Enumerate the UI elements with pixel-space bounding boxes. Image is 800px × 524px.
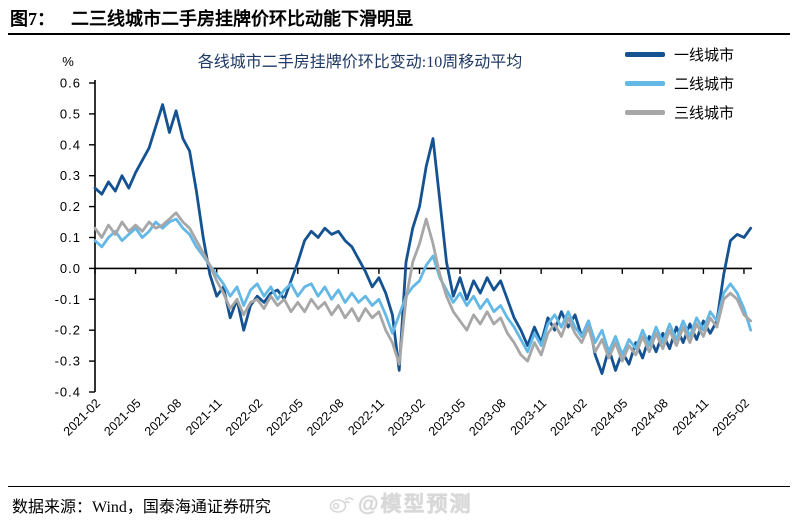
y-tick-label: 0.0 xyxy=(60,261,81,276)
source-note: 数据来源：Wind，国泰海通证券研究 xyxy=(12,499,271,516)
x-tick-label: 2025-02 xyxy=(710,396,752,438)
y-tick-label: 0.5 xyxy=(60,106,81,121)
x-tick-label: 2023-05 xyxy=(426,396,468,438)
chart-title: 各线城市二手房挂牌价环比变动:10周移动平均 xyxy=(197,54,523,71)
watermark-weibo-icon xyxy=(329,497,354,513)
x-tick-label: 2021-02 xyxy=(61,396,103,438)
footer-rule xyxy=(8,486,790,487)
y-tick-label: 0.2 xyxy=(60,199,81,214)
x-tick-label: 2022-08 xyxy=(304,396,346,438)
x-tick-label: 2022-02 xyxy=(223,396,265,438)
legend-item-2: 二线城市 xyxy=(625,73,734,93)
figure-title-text: 二三线城市二手房挂牌价环比动能下滑明显 xyxy=(71,9,413,29)
x-tick-label: 2022-11 xyxy=(345,396,387,438)
x-tick-label: 2021-11 xyxy=(183,396,225,438)
y-tick-label: 0.4 xyxy=(60,137,81,152)
legend: 一线城市二线城市三线城市 xyxy=(625,44,734,122)
x-tick-label: 2021-05 xyxy=(101,396,143,438)
legend-label-1: 一线城市 xyxy=(674,47,735,64)
series-line-1 xyxy=(93,103,753,375)
y-tick-label: -0.2 xyxy=(55,323,81,338)
x-tick-label: 2024-08 xyxy=(629,396,671,438)
series-line-2 xyxy=(93,217,753,357)
x-tick-label: 2023-02 xyxy=(385,396,427,438)
x-tick-label: 2022-05 xyxy=(264,396,306,438)
legend-label-3: 三线城市 xyxy=(674,105,735,122)
x-tick-label: 2024-02 xyxy=(548,396,590,438)
x-tick-label: 2024-11 xyxy=(670,396,712,438)
y-axis-ticks: 0.6 0.5 0.4 0.3 0.2 0.1 0.0 -0.1 -0.2 -0.3 -0.4 xyxy=(55,76,95,400)
x-tick-label: 2023-11 xyxy=(508,396,550,438)
legend-label-2: 二线城市 xyxy=(674,76,735,93)
figure-label: 图7： xyxy=(10,9,55,29)
y-tick-label: 0.3 xyxy=(60,168,81,183)
y-tick-label: -0.3 xyxy=(55,354,81,369)
y-tick-label: -0.1 xyxy=(55,292,81,307)
legend-item-3: 三线城市 xyxy=(625,102,734,122)
legend-swatch-2 xyxy=(625,80,665,86)
legend-swatch-1 xyxy=(625,51,665,57)
x-tick-label: 2021-08 xyxy=(142,396,184,438)
x-tick-label: 2024-05 xyxy=(588,396,630,438)
watermark-text: @模型预测 xyxy=(358,493,473,516)
series-line-3 xyxy=(93,211,753,366)
watermark: @模型预测 xyxy=(328,488,472,518)
title-underline xyxy=(8,33,790,35)
y-tick-label: 0.1 xyxy=(60,230,81,245)
x-tick-label: 2023-08 xyxy=(466,396,508,438)
legend-item-1: 一线城市 xyxy=(625,44,734,64)
line-chart: %0.60.50.40.30.20.10.0-0.1-0.2-0.3-0.420… xyxy=(55,54,753,439)
figure-title: 图7： 二三线城市二手房挂牌价环比动能下滑明显 xyxy=(10,5,413,31)
y-axis-unit: % xyxy=(62,54,74,69)
y-tick-label: -0.4 xyxy=(55,385,81,400)
y-tick-label: 0.6 xyxy=(60,76,81,91)
legend-swatch-3 xyxy=(625,109,665,115)
